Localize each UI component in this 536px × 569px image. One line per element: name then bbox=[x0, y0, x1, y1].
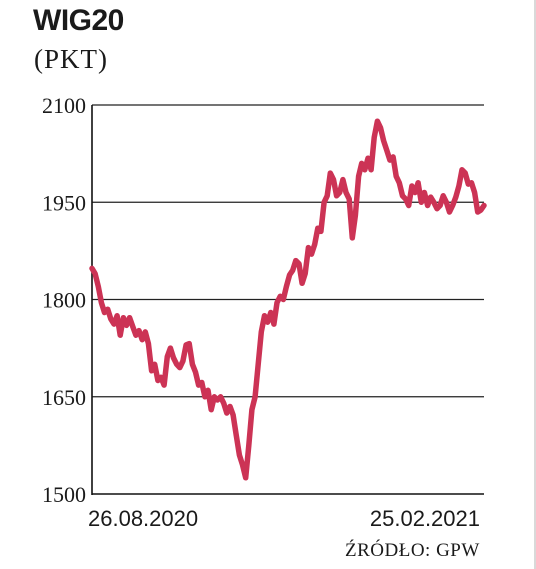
x-tick-label: 26.08.2020 bbox=[88, 506, 198, 531]
y-tick-label: 2100 bbox=[42, 93, 86, 118]
gridlines bbox=[92, 104, 484, 398]
chart-subtitle: (PKT) bbox=[34, 44, 108, 74]
source-note: ŹRÓDŁO: GPW bbox=[345, 540, 480, 561]
series-points bbox=[91, 121, 485, 478]
y-tick-label: 1500 bbox=[42, 482, 86, 507]
y-tick-label: 1650 bbox=[42, 385, 86, 410]
y-tick-label: 1950 bbox=[42, 190, 86, 215]
series-line bbox=[89, 118, 487, 481]
y-tick-label: 1800 bbox=[42, 288, 86, 313]
x-tick-label: 25.02.2021 bbox=[370, 506, 480, 531]
y-axis-ticks: 2100 1950 1800 1650 1500 bbox=[42, 93, 86, 507]
chart-title: WIG20 bbox=[33, 4, 124, 37]
